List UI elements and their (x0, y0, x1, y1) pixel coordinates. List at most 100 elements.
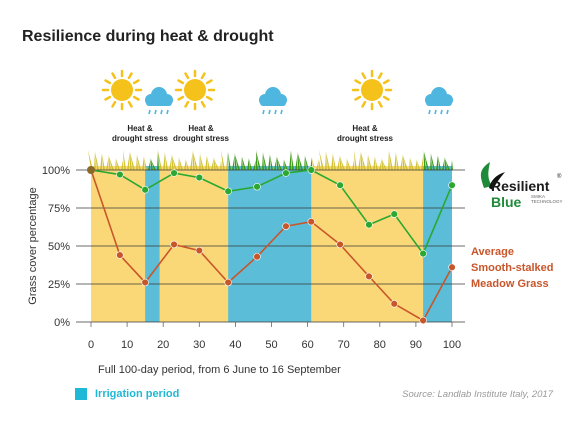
grass-blade (424, 152, 429, 170)
grass-strip (88, 150, 453, 170)
legend-swatch (75, 388, 87, 400)
grass-blade (193, 151, 195, 170)
grass-blade (220, 160, 222, 170)
data-point (282, 169, 290, 177)
x-tick-label: 60 (301, 339, 313, 351)
rain-drop (160, 109, 163, 115)
sun-icon (351, 69, 393, 111)
grass-blade (157, 150, 159, 170)
grass-blade (136, 154, 138, 170)
legend-label: Irrigation period (95, 388, 180, 400)
grass-blade (214, 158, 216, 170)
grass-blade (409, 157, 411, 170)
stress-label-3: Heat & drought stress (336, 124, 393, 143)
brand-registered: ® (557, 174, 562, 180)
grass-blade (346, 158, 348, 170)
sun-ray (132, 95, 140, 101)
sun-ray (200, 72, 206, 80)
grass-blade (109, 156, 111, 170)
grass-blade (340, 157, 345, 170)
data-point (365, 221, 373, 229)
sun-disc (184, 79, 206, 101)
stress-label-2: Heat & drought stress (172, 124, 229, 143)
grass-blade (400, 154, 403, 170)
grass-blade (151, 159, 153, 170)
y-tick-labels: 0% 25% 50% 75% 100% (42, 165, 70, 329)
grass-blade (305, 156, 309, 170)
grass-blade (144, 157, 147, 170)
rain-drop (148, 109, 151, 115)
grass-blade (333, 154, 336, 170)
grass-blade (211, 157, 214, 170)
grass-blade (415, 159, 417, 170)
data-point (307, 217, 315, 226)
grass-blade (190, 150, 193, 170)
sun-ray (177, 95, 185, 101)
sun-ray (205, 95, 213, 101)
data-point (390, 300, 398, 308)
rain-drop (274, 109, 277, 115)
grass-blade (207, 156, 210, 170)
grass-blade (277, 158, 282, 170)
data-point (419, 316, 427, 325)
grass-blade (291, 151, 294, 170)
grass-blade (241, 156, 243, 170)
grass-blade (263, 153, 267, 170)
x-tick-label: 40 (229, 339, 241, 351)
resilient-blue-logo: Resilient ® Blue SMIKA TECHNOLOGY (471, 161, 566, 211)
x-tick-label: 0 (88, 339, 94, 351)
grass-blade (172, 156, 177, 170)
data-point (224, 278, 232, 287)
data-point (253, 183, 261, 191)
grass-blade (442, 157, 445, 170)
grass-blade (106, 155, 109, 170)
average-label-line: Meadow Grass (471, 278, 549, 290)
grass-blade (373, 156, 375, 170)
grass-blade (274, 156, 277, 170)
grass-blade (361, 152, 363, 170)
data-point (141, 278, 149, 287)
grass-blade (235, 154, 237, 170)
y-tick-label: 100% (42, 165, 70, 177)
data-point (365, 272, 373, 281)
sun-ray (184, 100, 190, 108)
rain-drop (428, 109, 431, 115)
data-point (224, 187, 232, 195)
background-bands (91, 166, 452, 322)
grass-blade (200, 154, 204, 170)
grass-blade (417, 160, 420, 170)
grass-blade (331, 153, 333, 170)
grass-blade (235, 155, 240, 170)
grass-blade (109, 157, 114, 170)
grass-blade (451, 160, 453, 170)
average-series-label: Average Smooth-stalked Meadow Grass (471, 244, 571, 292)
grass-blade (249, 159, 252, 170)
sun-ray (132, 79, 140, 85)
data-point (390, 210, 398, 218)
grass-blade (199, 153, 201, 170)
data-point (195, 246, 204, 255)
sun-ray (104, 95, 112, 101)
grass-blade (319, 150, 324, 170)
data-point (419, 249, 427, 258)
grass-blade (394, 152, 396, 170)
source-note: Source: Landlab Institute Italy, 2017 (402, 389, 553, 400)
grass-blade (256, 150, 258, 170)
gridlines (76, 169, 465, 323)
x-tick-labels: 0 10 20 30 40 50 60 70 80 90 100 (88, 322, 461, 351)
grass-blade (382, 159, 384, 170)
data-point (336, 181, 344, 189)
grass-blade (340, 156, 342, 170)
x-tick-label: 10 (121, 339, 133, 351)
grass-blade (100, 153, 102, 170)
grass-blade (436, 155, 438, 170)
data-point (307, 166, 315, 174)
sun-ray (382, 95, 390, 101)
data-point (336, 240, 344, 249)
rain-cloud-icon (425, 87, 453, 115)
grass-blade (186, 160, 189, 170)
sun-ray (111, 100, 117, 108)
rain-drop (434, 109, 437, 115)
x-tick-label: 100 (443, 339, 461, 351)
